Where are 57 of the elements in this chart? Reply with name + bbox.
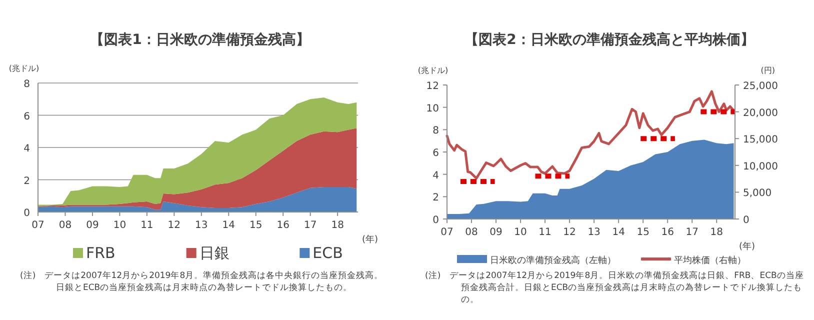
x-tick-label: 15	[636, 227, 650, 238]
text: (注) データは2007年12月から2019年8月。準備預金残高は各中央銀行の当座預金残高。日銀とECBの当座預金残高は月末時点の為替レートでドル換算したもの。	[20, 270, 384, 294]
y-tick-label: 8	[24, 79, 30, 90]
x-tick-label: 11	[140, 220, 154, 231]
x-tick-label: 14	[222, 220, 236, 231]
x-tick-label: 07	[440, 227, 454, 238]
x-tick-label: 14	[612, 227, 625, 238]
x-tick-label: 18	[331, 220, 344, 231]
x-tick-label: 12	[168, 220, 181, 231]
y2-axis-title: (円)	[760, 66, 775, 75]
text: (注) データは2007年12月から2019年8月。日米欧の準備預金残高は日銀、FRB、ECBの当座預金残高合計。日銀とECBの当座預金残高は月末時点の為替レートでドル換算したもの。	[425, 270, 804, 306]
y-tick-label: 2	[24, 176, 30, 187]
x-tick-label: 09	[86, 220, 99, 231]
y-tick-label: 6	[24, 111, 30, 122]
x-axis-title: (年)	[362, 234, 378, 245]
x-tick-label: 15	[250, 220, 262, 231]
legend-label: 日米欧の準備預金残高（左軸）	[490, 255, 616, 266]
x-tick-label: 18	[710, 227, 723, 238]
x-axis-title: (年)	[738, 241, 755, 252]
x-tick-label: 13	[588, 227, 600, 238]
y-axis-title: (兆ドル)	[418, 66, 448, 75]
y-tick-label: 12	[426, 81, 439, 92]
y-tick-label: 4	[24, 144, 30, 154]
x-tick-label: 16	[661, 227, 674, 238]
x-tick-label: 17	[304, 220, 317, 231]
y-tick-label: 0	[432, 215, 439, 226]
x-tick-label: 08	[465, 227, 478, 238]
y-tick-label: 2	[432, 192, 439, 204]
x-tick-label: 10	[113, 220, 126, 231]
y2-tick-label: 10,000	[743, 161, 778, 172]
x-tick-label: 09	[490, 227, 502, 238]
x-tick-label: 11	[538, 227, 552, 238]
legend-label: 日銀	[199, 244, 230, 262]
y-tick-label: 6	[432, 148, 439, 159]
x-tick-label: 17	[686, 227, 698, 238]
y2-tick-label: 20,000	[743, 108, 778, 119]
y-tick-label: 8	[432, 126, 439, 137]
legend-label: FRB	[86, 244, 116, 262]
y2-tick-label: 0	[743, 215, 750, 226]
y-tick-label: 10	[426, 103, 439, 114]
y2-tick-label: 15,000	[743, 134, 778, 146]
x-tick-label: 10	[514, 227, 527, 238]
legend-label: ECB	[312, 244, 343, 262]
y-tick-label: 0	[24, 208, 30, 219]
y2-tick-label: 25,000	[743, 81, 778, 92]
x-tick-label: 13	[195, 220, 208, 231]
y2-tick-label: 5,000	[743, 188, 772, 200]
line-series	[446, 90, 736, 180]
chart-title: 【図表1：日米欧の準備預金残高】	[90, 31, 310, 48]
y-axis-title: (兆ドル)	[8, 64, 40, 73]
chart-title: 【図表2：日米欧の準備預金残高と平均株価】	[464, 31, 754, 48]
legend-label: 平均株価（右軸）	[674, 255, 746, 266]
x-tick-label: 12	[563, 227, 576, 238]
x-tick-label: 07	[32, 220, 44, 231]
y-tick-label: 4	[432, 170, 439, 182]
x-tick-label: 08	[58, 220, 72, 231]
x-tick-label: 16	[276, 220, 290, 231]
